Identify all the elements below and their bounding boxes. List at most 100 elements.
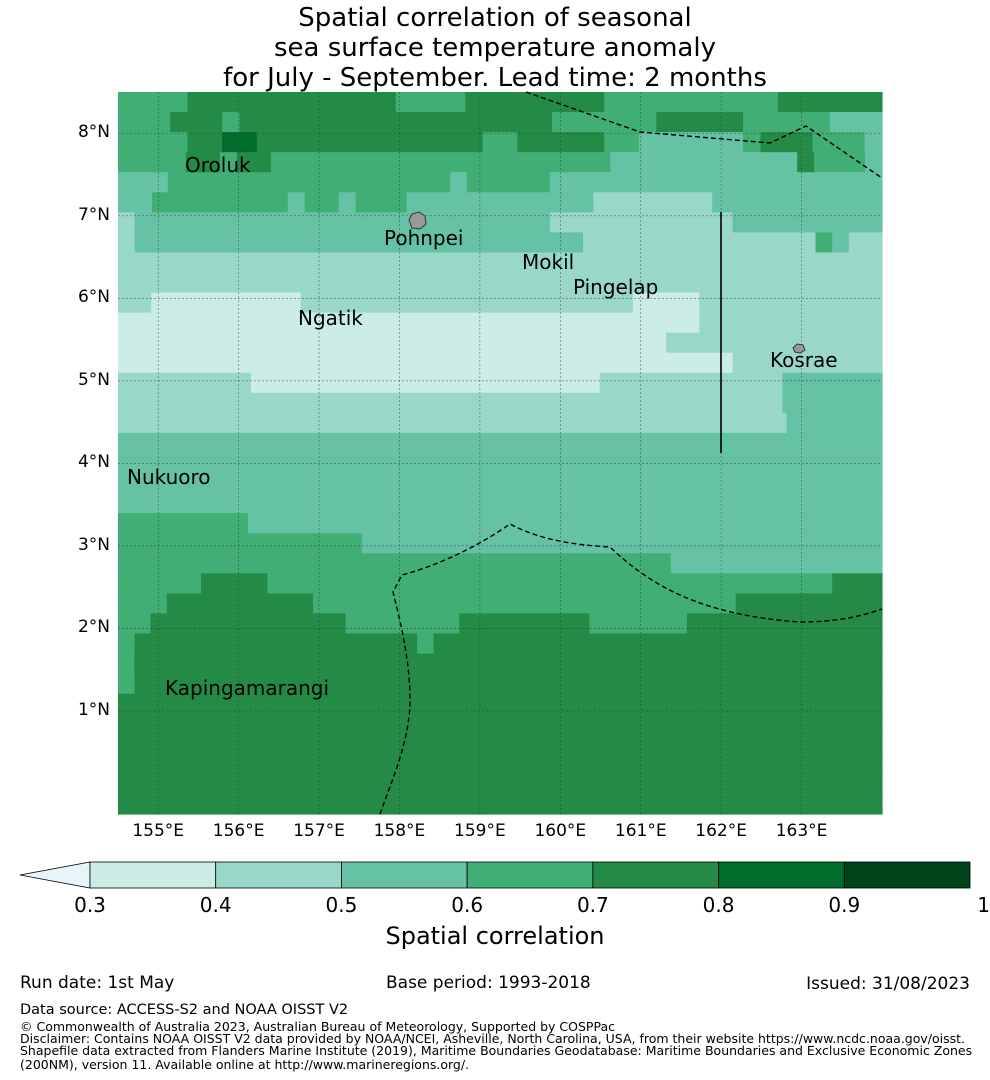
grid-cell <box>217 252 235 274</box>
grid-cell <box>751 513 769 534</box>
grid-cell <box>333 673 352 695</box>
grid-cell <box>187 132 206 153</box>
grid-cell <box>611 412 628 434</box>
grid-cell <box>291 112 310 133</box>
grid-cell <box>280 513 298 534</box>
grid-cell <box>250 392 269 414</box>
grid-cell <box>654 513 672 534</box>
grid-cell <box>400 392 418 414</box>
grid-cell <box>406 192 425 213</box>
grid-cell <box>782 292 800 314</box>
data-source: Data source: ACCESS-S2 and NOAA OISST V2 <box>20 1002 349 1018</box>
grid-cell <box>566 773 584 795</box>
grid-cell <box>350 773 368 795</box>
grid-cell <box>151 352 169 374</box>
grid-cell <box>284 352 302 374</box>
grid-cell <box>468 412 485 434</box>
grid-cell <box>151 753 169 775</box>
grid-cell <box>410 613 428 635</box>
grid-cell <box>670 613 688 635</box>
grid-cell <box>782 673 800 695</box>
grid-cell <box>166 473 184 494</box>
grid-cell <box>199 513 217 534</box>
grid-cell <box>784 432 802 454</box>
grid-cell <box>343 92 362 113</box>
grid-cell <box>784 593 802 615</box>
grid-cell <box>533 352 551 374</box>
grid-cell <box>784 613 802 635</box>
grid-cell <box>533 753 551 775</box>
longitude-label: 158°E <box>373 821 426 841</box>
grid-cell <box>459 473 477 494</box>
grid-cell <box>443 533 460 554</box>
grid-cell <box>865 232 883 254</box>
grid-cell <box>815 773 833 795</box>
grid-cell <box>524 553 542 574</box>
grid-cell <box>632 753 651 775</box>
grid-cell <box>500 292 518 314</box>
grid-cell <box>150 593 168 615</box>
grid-cell <box>367 673 385 695</box>
grid-cell <box>599 312 617 334</box>
grid-cell <box>491 493 509 514</box>
grid-cell <box>732 713 750 735</box>
grid-cell <box>500 412 517 434</box>
latitude-label: 3°N <box>77 534 110 555</box>
grid-cell <box>686 473 704 494</box>
grid-cell <box>815 272 833 294</box>
grid-cell <box>231 493 249 514</box>
grid-cell <box>765 232 783 254</box>
eez-boundaries <box>379 91 883 815</box>
grid-cell <box>134 573 152 594</box>
grid-cell <box>267 272 285 294</box>
grid-cell <box>500 352 518 374</box>
grid-cell <box>135 112 154 133</box>
grid-cell <box>632 673 651 695</box>
grid-cell <box>350 312 368 334</box>
grid-cell <box>313 432 330 454</box>
grid-cell <box>184 372 202 394</box>
grid-cell <box>621 533 639 554</box>
grid-cell <box>699 633 717 655</box>
grid-cell <box>118 473 135 494</box>
grid-cell <box>395 112 414 133</box>
grid-cell <box>215 553 233 574</box>
grid-cell <box>202 152 221 173</box>
grid-cell <box>848 312 866 334</box>
grid-cell <box>566 312 584 334</box>
grid-cell <box>833 432 851 454</box>
grid-cell <box>542 152 561 173</box>
grid-cell <box>367 372 385 394</box>
grid-cell <box>300 693 318 715</box>
grid-cell <box>361 432 379 454</box>
grid-cell <box>450 272 468 294</box>
grid-cell <box>184 713 202 735</box>
grid-cell <box>378 112 397 133</box>
grid-cell <box>201 332 219 354</box>
grid-cell <box>583 633 601 655</box>
grid-cell <box>549 372 568 394</box>
grid-cell <box>217 332 235 354</box>
grid-cell <box>267 733 285 755</box>
grid-cell <box>593 152 611 173</box>
grid-cell <box>605 493 623 514</box>
colorbar <box>19 861 971 889</box>
grid-cell <box>433 633 451 655</box>
grid-cell <box>832 693 850 715</box>
grid-cell <box>459 653 477 675</box>
grid-cell <box>350 693 368 715</box>
grid-cell <box>682 633 700 655</box>
grid-cell <box>231 473 249 494</box>
grid-cell <box>284 633 302 655</box>
grid-cell <box>410 533 428 554</box>
grid-cell <box>765 292 783 314</box>
grid-cell <box>616 312 634 334</box>
grid-cell <box>719 513 737 534</box>
grid-cell <box>430 132 449 153</box>
grid-cell <box>749 573 767 594</box>
grid-cell <box>673 92 692 113</box>
grid-cell <box>848 252 866 274</box>
grid-cell <box>329 513 347 534</box>
grid-cell <box>599 693 617 715</box>
grid-cell <box>118 232 136 254</box>
